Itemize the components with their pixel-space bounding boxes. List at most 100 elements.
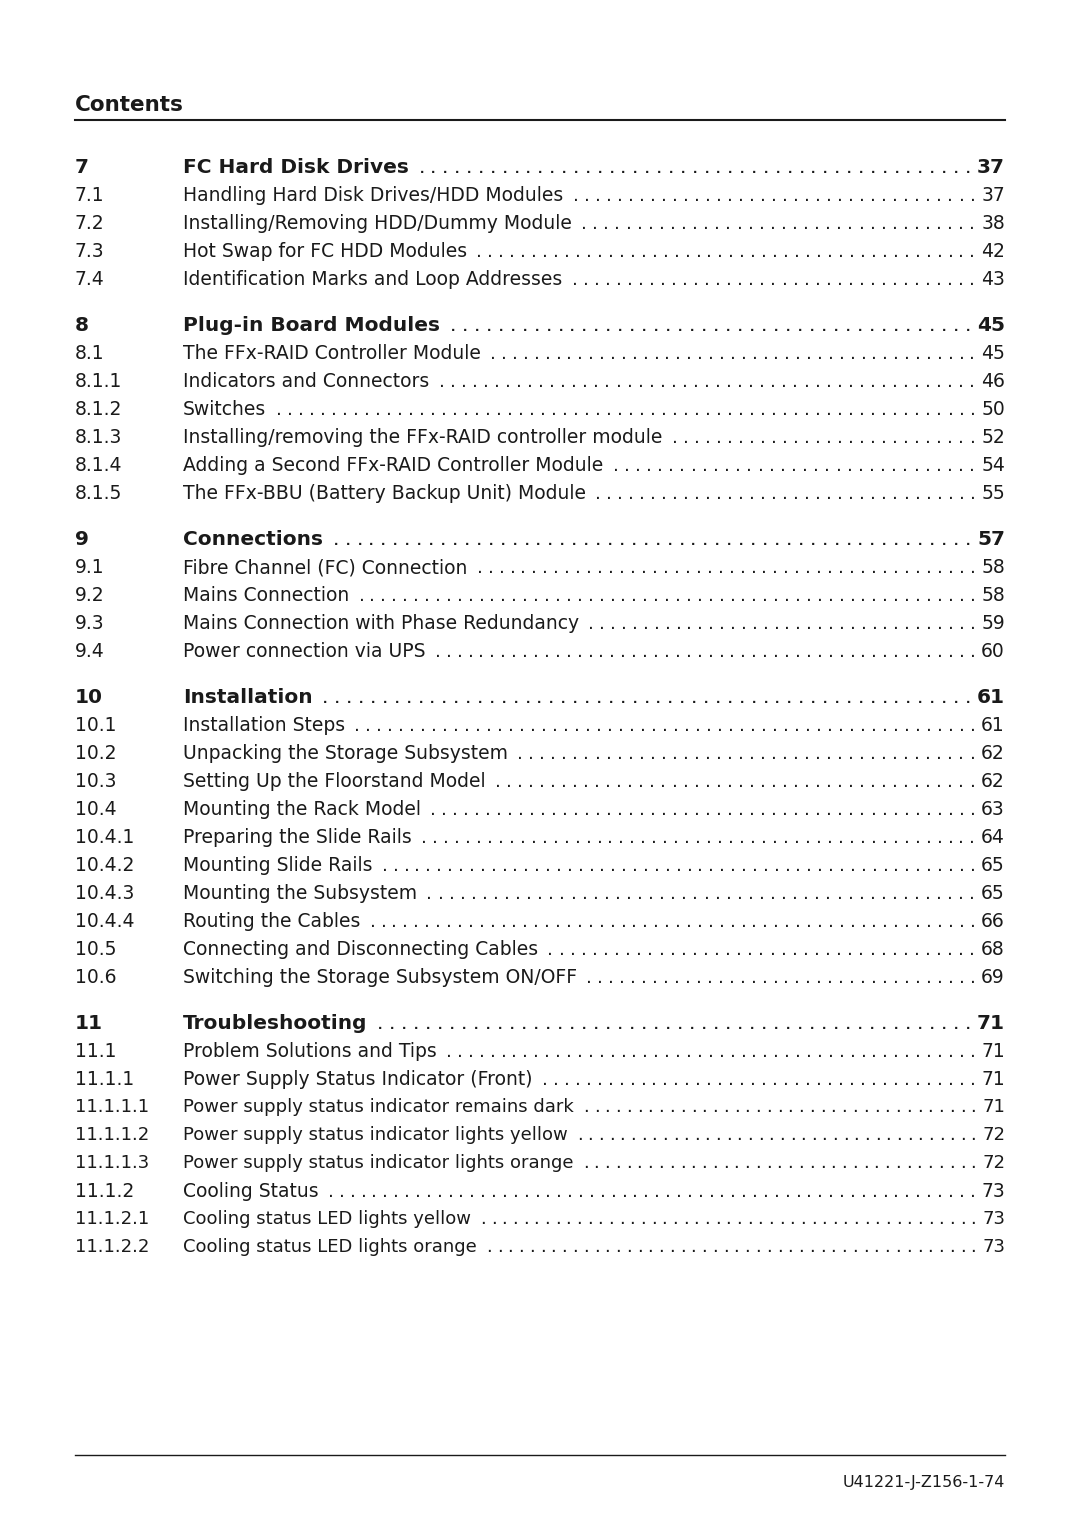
Text: .: .	[717, 716, 723, 735]
Text: .: .	[964, 157, 971, 177]
Text: .: .	[618, 317, 623, 335]
Text: .: .	[643, 586, 648, 605]
Text: .: .	[588, 1125, 593, 1144]
Text: .: .	[730, 1041, 735, 1061]
Text: .: .	[563, 800, 568, 820]
Text: .: .	[539, 745, 545, 763]
Text: .: .	[928, 1238, 933, 1255]
Text: .: .	[650, 187, 656, 205]
Text: .: .	[683, 187, 689, 205]
Text: .: .	[593, 884, 598, 904]
Text: .: .	[562, 401, 568, 419]
Text: .: .	[860, 242, 866, 261]
Text: .: .	[816, 968, 822, 988]
Text: .: .	[621, 856, 627, 875]
Text: .: .	[839, 344, 845, 362]
Text: .: .	[653, 586, 659, 605]
Text: .: .	[715, 372, 721, 391]
Text: .: .	[667, 688, 674, 706]
Text: .: .	[782, 485, 788, 503]
Text: .: .	[860, 485, 865, 503]
Text: .: .	[501, 856, 508, 875]
Text: .: .	[741, 1041, 746, 1061]
Text: .: .	[905, 317, 912, 335]
Text: .: .	[821, 317, 827, 335]
Text: .: .	[524, 531, 530, 549]
Text: .: .	[512, 856, 518, 875]
Text: .: .	[584, 157, 591, 177]
Text: .: .	[716, 485, 723, 503]
Text: .: .	[663, 242, 669, 261]
Text: .: .	[438, 372, 445, 391]
Text: .: .	[839, 911, 845, 931]
Text: .: .	[703, 157, 710, 177]
Text: .: .	[959, 615, 964, 633]
Text: .: .	[970, 772, 975, 790]
Text: .: .	[454, 688, 459, 706]
Text: .: .	[936, 642, 943, 661]
Text: .: .	[625, 940, 631, 959]
Text: .: .	[415, 1182, 421, 1200]
Text: .: .	[582, 884, 588, 904]
Text: .: .	[596, 716, 602, 735]
Text: .: .	[501, 157, 508, 177]
Text: .: .	[970, 187, 975, 205]
Text: .: .	[636, 1154, 643, 1173]
Text: .: .	[537, 688, 543, 706]
Text: .: .	[429, 688, 435, 706]
Text: .: .	[781, 884, 787, 904]
Text: .: .	[572, 1238, 578, 1255]
Text: .: .	[530, 829, 537, 847]
Text: .: .	[804, 428, 810, 446]
Text: .: .	[610, 1182, 617, 1200]
Text: .: .	[418, 157, 424, 177]
Text: .: .	[583, 745, 590, 763]
Text: .: .	[718, 642, 725, 661]
Text: .: .	[970, 344, 975, 362]
Text: 73: 73	[982, 1182, 1005, 1200]
Text: .: .	[583, 187, 590, 205]
Text: .: .	[644, 157, 650, 177]
Text: .: .	[903, 271, 909, 289]
Text: .: .	[586, 558, 592, 576]
Text: .: .	[480, 856, 486, 875]
Text: .: .	[833, 317, 839, 335]
Text: .: .	[510, 558, 515, 576]
Text: .: .	[716, 800, 723, 820]
Text: .: .	[609, 911, 616, 931]
Text: .: .	[936, 1070, 943, 1089]
Text: .: .	[697, 911, 703, 931]
Text: .: .	[798, 157, 805, 177]
Text: .: .	[762, 856, 769, 875]
Text: .: .	[846, 531, 852, 549]
Text: .: .	[457, 1041, 463, 1061]
Text: .: .	[953, 1014, 959, 1034]
Text: .: .	[959, 344, 964, 362]
Text: .: .	[816, 642, 823, 661]
Text: .: .	[705, 745, 711, 763]
Text: .: .	[893, 1182, 900, 1200]
Text: .: .	[457, 586, 462, 605]
Text: .: .	[513, 688, 518, 706]
Text: .: .	[577, 642, 582, 661]
Text: .: .	[914, 940, 920, 959]
Text: .: .	[662, 1070, 669, 1089]
Text: .: .	[798, 688, 805, 706]
Text: .: .	[738, 772, 744, 790]
Text: .: .	[719, 856, 725, 875]
Text: .: .	[694, 485, 700, 503]
Text: .: .	[667, 157, 674, 177]
Text: .: .	[471, 884, 476, 904]
Text: .: .	[882, 344, 888, 362]
Text: .: .	[632, 157, 638, 177]
Text: .: .	[970, 615, 975, 633]
Text: .: .	[684, 485, 689, 503]
Text: .: .	[653, 317, 660, 335]
Text: .: .	[903, 456, 908, 476]
Text: .: .	[328, 1182, 334, 1200]
Text: .: .	[478, 586, 485, 605]
Text: .: .	[497, 1238, 502, 1255]
Text: .: .	[511, 586, 517, 605]
Text: .: .	[486, 1238, 491, 1255]
Text: .: .	[382, 1182, 388, 1200]
